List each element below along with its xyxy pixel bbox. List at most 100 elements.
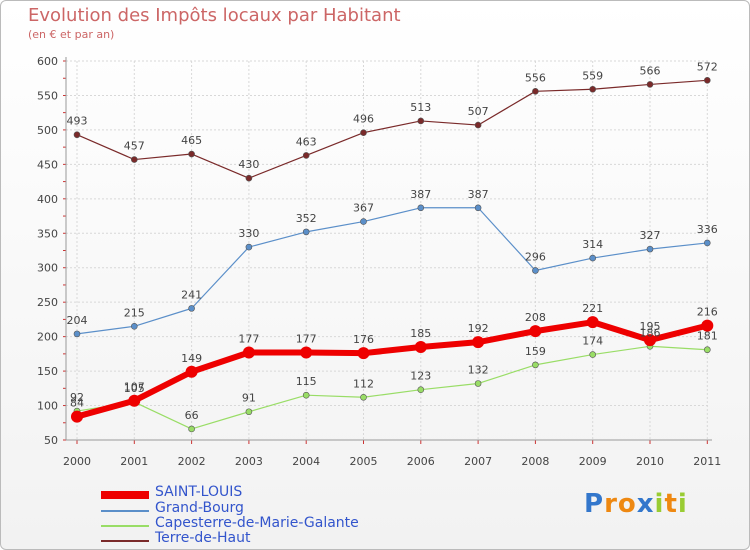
- series-line-saint-louis: [76, 319, 709, 420]
- y-tick-label: 300: [37, 262, 58, 275]
- x-tick-label: 2007: [464, 455, 492, 468]
- logo-letter: o: [617, 489, 637, 519]
- data-point: [188, 150, 195, 158]
- data-point: [188, 425, 195, 433]
- series-line-capesterre-de-marie-galante: [76, 345, 708, 430]
- data-point: [474, 204, 482, 212]
- data-point: [532, 361, 539, 369]
- data-point: [644, 334, 656, 347]
- x-tick-label: 2010: [636, 455, 664, 468]
- chart-subtitle: (en € et par an): [28, 28, 115, 41]
- legend-label: Capesterre-de-Marie-Galante: [155, 515, 359, 531]
- data-label: 195: [640, 320, 661, 333]
- x-tick-label: 2004: [292, 455, 320, 468]
- data-label: 367: [353, 202, 374, 215]
- x-tick-label: 2011: [693, 455, 721, 468]
- data-point: [589, 351, 597, 358]
- data-label: 457: [124, 140, 145, 153]
- data-label: 185: [410, 327, 431, 340]
- data-point: [703, 76, 711, 84]
- x-tick-label: 2002: [178, 455, 206, 468]
- data-label: 336: [697, 223, 718, 236]
- data-label: 215: [124, 306, 145, 319]
- data-point: [417, 386, 425, 393]
- data-point: [532, 88, 539, 95]
- data-point: [529, 325, 542, 338]
- data-point: [73, 131, 81, 139]
- data-label: 181: [697, 330, 718, 343]
- data-label: 107: [124, 381, 145, 394]
- data-label: 66: [185, 409, 199, 422]
- data-label: 176: [353, 333, 374, 346]
- y-tick-label: 250: [37, 296, 58, 309]
- legend-label: Terre-de-Haut: [155, 530, 251, 546]
- data-point: [302, 228, 310, 236]
- data-point: [474, 121, 482, 129]
- data-label: 330: [238, 227, 259, 240]
- data-point: [128, 394, 141, 407]
- data-label: 387: [410, 188, 431, 201]
- series-line-grand-bourg: [76, 207, 708, 335]
- data-label: 159: [525, 345, 546, 358]
- data-point: [417, 204, 425, 212]
- proxiti-logo: Proxiti: [584, 489, 688, 519]
- data-point: [245, 243, 253, 251]
- data-label: 430: [238, 158, 259, 171]
- data-point: [360, 218, 367, 225]
- data-label: 507: [468, 105, 489, 118]
- logo-letter: P: [584, 489, 605, 519]
- data-point: [417, 117, 425, 125]
- data-point: [532, 267, 539, 274]
- x-tick-label: 2006: [407, 455, 435, 468]
- data-label: 241: [181, 288, 202, 301]
- legend-label: Grand-Bourg: [155, 500, 244, 516]
- x-tick-label: 2008: [521, 455, 549, 468]
- data-label: 186: [640, 326, 661, 339]
- data-label: 192: [468, 322, 489, 335]
- data-label: 149: [181, 352, 202, 365]
- data-point: [131, 322, 138, 330]
- y-tick-label: 400: [37, 193, 58, 206]
- legend-label: SAINT-LOUIS: [155, 484, 243, 500]
- x-tick-label: 2005: [350, 455, 378, 468]
- data-point: [242, 346, 255, 359]
- data-point: [300, 346, 313, 359]
- data-label: 105: [124, 382, 145, 395]
- data-label: 327: [640, 229, 661, 242]
- data-label: 208: [525, 311, 546, 324]
- data-label: 463: [296, 135, 317, 148]
- x-tick-label: 2009: [579, 455, 607, 468]
- data-label: 496: [353, 113, 374, 126]
- data-point: [703, 239, 711, 247]
- x-tick-label: 2001: [120, 455, 148, 468]
- data-point: [646, 81, 654, 88]
- data-point: [71, 410, 83, 423]
- legend-swatch: [101, 525, 149, 527]
- data-point: [472, 336, 485, 349]
- series-line-terre-de-haut: [76, 79, 708, 179]
- data-point: [589, 85, 597, 93]
- data-point: [414, 340, 427, 353]
- logo-letter: t: [664, 489, 678, 519]
- data-label: 296: [525, 250, 546, 263]
- y-tick-label: 600: [37, 55, 58, 68]
- data-label: 465: [181, 134, 202, 147]
- data-label: 91: [242, 392, 256, 405]
- logo-letter: i: [677, 489, 688, 519]
- data-point: [357, 347, 370, 360]
- legend-swatch: [101, 540, 149, 542]
- data-label: 352: [296, 212, 317, 225]
- data-point: [474, 380, 482, 387]
- data-label: 84: [70, 397, 84, 410]
- data-label: 112: [353, 377, 374, 390]
- data-label: 566: [640, 64, 661, 77]
- data-label: 174: [582, 335, 603, 348]
- data-label: 559: [582, 69, 603, 82]
- y-tick-label: 500: [37, 124, 58, 137]
- legend-swatch: [101, 510, 149, 512]
- x-tick-label: 2003: [235, 455, 263, 468]
- chart-title: Evolution des Impôts locaux par Habitant: [28, 5, 401, 26]
- data-point: [185, 365, 198, 378]
